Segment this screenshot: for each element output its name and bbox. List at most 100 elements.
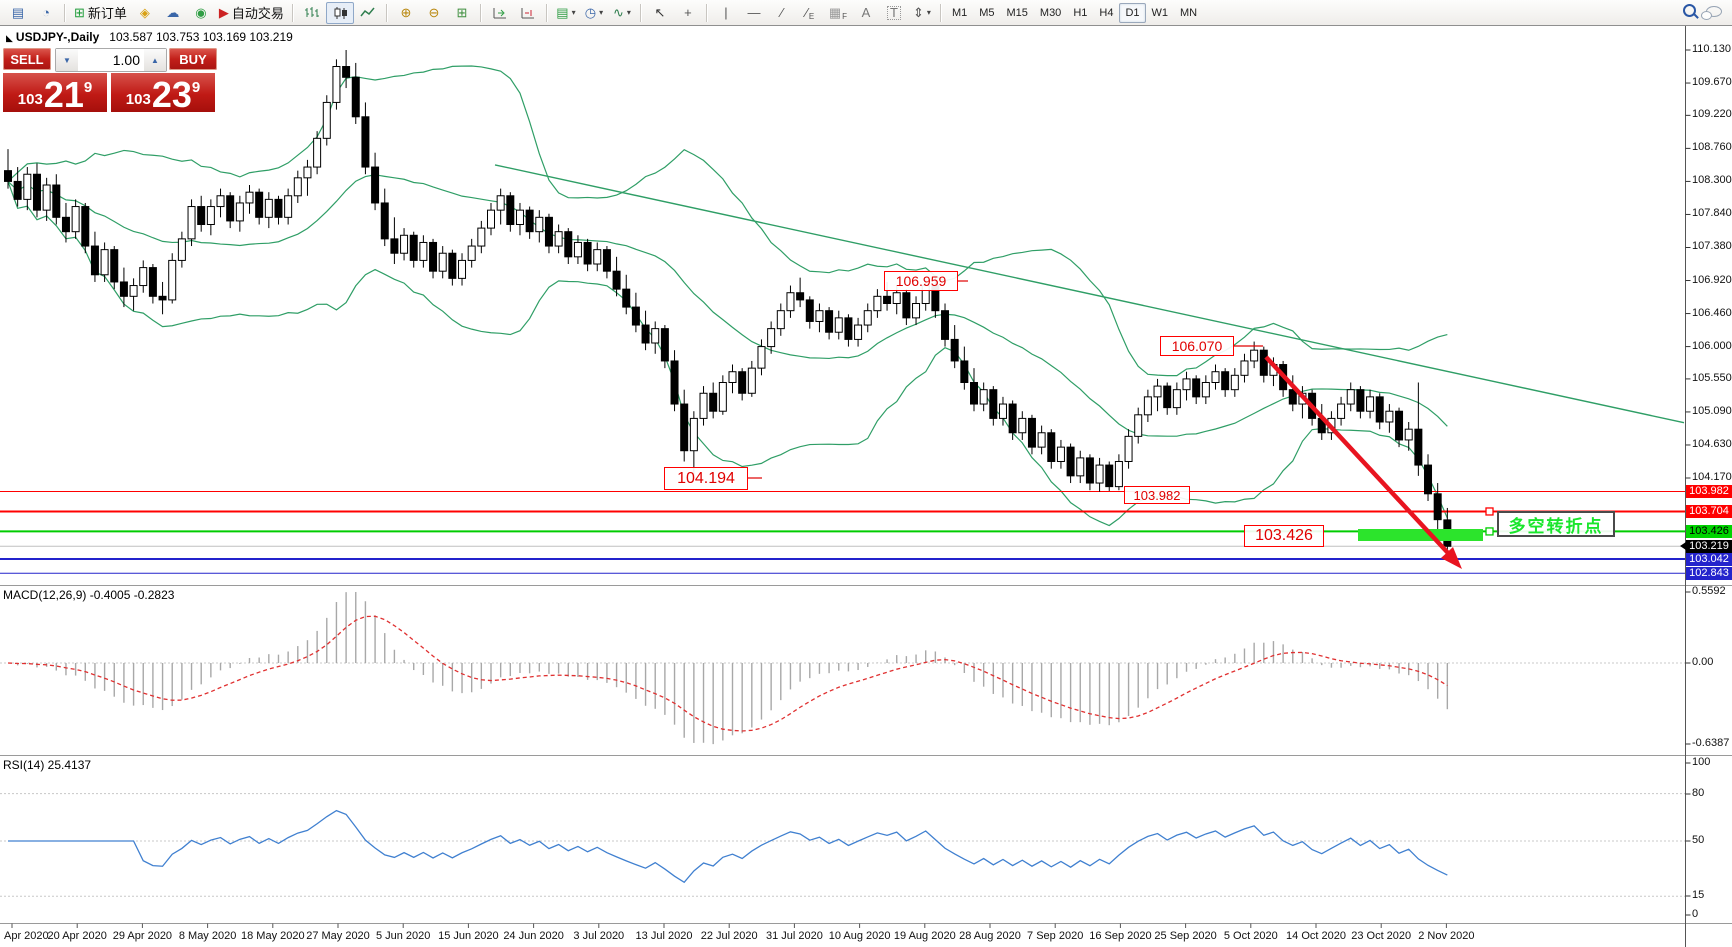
toolbar-separator <box>479 3 482 22</box>
timeframe-h4-button[interactable]: H4 <box>1099 6 1114 19</box>
fibonacci-icon: ∕ <box>805 5 808 20</box>
volume-stepper: ▼ ▲ <box>55 48 167 72</box>
toolbar: ▤ ◔ ⊞ 新订单 ◈ ☁ ◉ ▶ 自动交易 ⊕ ⊖ ⊞ ▤ ▾ ◷ ▾ ∿ ▾ ↖ + | — ∕ ∕ E ▦ F A T ⇕ ▾ M1 M5… <box>0 0 1732 26</box>
arrows-icon: ⇕ <box>912 4 924 20</box>
price-annotation[interactable]: 103.426 <box>1244 525 1324 547</box>
toolbar-separator <box>64 3 66 22</box>
turning-point-note[interactable]: 多空转折点 <box>1497 511 1615 537</box>
new-order-button-label: 新订单 <box>87 6 127 21</box>
price-annotation[interactable]: 106.070 <box>1160 336 1234 356</box>
auto-trading-button[interactable]: ▶ 自动交易 <box>215 2 288 24</box>
chart-title: ◣ USDJPY-,Daily 103.587 103.753 103.169 10… <box>6 30 293 44</box>
ask-big-digits: 23 <box>151 74 192 115</box>
chart-profile-icon: ◔ <box>42 5 50 20</box>
chart-shift-icon[interactable] <box>514 2 542 24</box>
cursor-icon: ↖ <box>654 4 666 20</box>
bid-prefix: 103 <box>17 91 43 108</box>
search-icon[interactable] <box>1683 3 1696 22</box>
toolbar-separator <box>291 3 294 22</box>
cursor-icon[interactable]: ↖ <box>646 2 674 24</box>
horizontal-line-icon: — <box>747 5 761 20</box>
timeframe-w1-button[interactable]: W1 <box>1151 6 1169 19</box>
market-depth-icon[interactable]: ◈ <box>131 2 159 24</box>
symbol-period-label: USDJPY-,Daily <box>15 30 100 44</box>
fibonacci-icon[interactable]: ∕ E <box>805 5 815 21</box>
volume-up-button[interactable]: ▲ <box>144 49 166 71</box>
volume-down-button[interactable]: ▼ <box>56 49 78 71</box>
label-icon: T <box>886 5 901 20</box>
toolbar-separator <box>385 3 388 22</box>
new-order-button[interactable]: ⊞ 新订单 <box>70 2 131 24</box>
new-order-icon: ⊞ <box>74 4 85 20</box>
bars-chart-icon[interactable] <box>298 2 326 24</box>
indicators-icon[interactable]: ∿ ▾ <box>612 4 631 20</box>
zoom-out-icon: ⊖ <box>428 4 440 20</box>
periods-icon: ◷ <box>584 4 597 20</box>
toolbar-separator <box>705 3 708 22</box>
signals-icon[interactable]: ◉ <box>187 2 215 24</box>
vertical-line-icon: | <box>724 5 728 20</box>
buy-button[interactable]: BUY <box>169 48 217 70</box>
label-icon[interactable]: T <box>880 2 908 24</box>
chart-profile-icon[interactable]: ◔ <box>32 2 60 24</box>
mql5-community-icon[interactable]: ☁ <box>159 2 187 24</box>
timeframe-m15-button[interactable]: M15 <box>1006 6 1028 19</box>
signals-icon: ◉ <box>195 4 207 20</box>
macd-label: MACD(12,26,9) -0.4005 -0.2823 <box>3 588 175 602</box>
crosshair-icon[interactable]: + <box>674 2 702 24</box>
candles-chart-icon[interactable] <box>325 1 354 24</box>
auto-trading-icon: ▶ <box>218 4 229 20</box>
text-icon: A <box>861 5 871 20</box>
zoom-in-icon[interactable]: ⊕ <box>392 2 420 24</box>
crosshair-icon: + <box>684 5 692 20</box>
toolbar-separator <box>939 3 942 22</box>
chat-icon[interactable] <box>1701 4 1722 22</box>
timeframe-d1-button[interactable]: D1 <box>1119 2 1146 23</box>
mql5-community-icon: ☁ <box>166 4 180 20</box>
periods-icon[interactable]: ◷ ▾ <box>584 4 604 20</box>
volume-input[interactable] <box>78 49 144 71</box>
trendline-icon: ∕ <box>780 5 784 20</box>
arrows-icon[interactable]: ⇕ ▾ <box>912 4 931 20</box>
bid-pip-digit: 9 <box>83 79 93 96</box>
auto-scroll-icon[interactable] <box>486 2 514 24</box>
tile-windows-icon: ⊞ <box>456 4 468 20</box>
zoom-in-icon: ⊕ <box>400 4 412 20</box>
tile-windows-icon[interactable]: ⊞ <box>448 2 476 24</box>
timeframe-m30-button[interactable]: M30 <box>1039 6 1062 19</box>
auto-trading-button-label: 自动交易 <box>231 6 284 21</box>
price-annotation[interactable]: 103.982 <box>1124 486 1190 504</box>
price-annotation[interactable]: 106.959 <box>884 271 958 291</box>
collapse-icon[interactable]: ◣ <box>6 33 13 43</box>
bid-big-digits: 21 <box>43 74 84 115</box>
new-template-icon: ▤ <box>556 4 569 20</box>
new-template-icon[interactable]: ▤ ▾ <box>556 4 576 20</box>
price-annotation[interactable]: 104.194 <box>664 467 748 490</box>
zoom-out-icon[interactable]: ⊖ <box>420 2 448 24</box>
rsi-label: RSI(14) 25.4137 <box>3 758 92 772</box>
ask-prefix: 103 <box>125 91 151 108</box>
market-depth-icon: ◈ <box>139 4 150 20</box>
ask-price-box[interactable]: 103 23 9 <box>111 73 215 115</box>
vertical-line-icon[interactable]: | <box>712 2 740 24</box>
text-icon[interactable]: A <box>852 2 880 24</box>
ohlc-values: 103.587 103.753 103.169 103.219 <box>109 30 293 44</box>
ask-pip-digit: 9 <box>191 79 201 96</box>
toolbar-separator <box>639 3 642 22</box>
toolbar-separator <box>545 3 548 22</box>
indicators-icon: ∿ <box>612 4 624 20</box>
fibo-grid-icon: ▦ <box>828 4 842 20</box>
timeframe-m1-button[interactable]: M1 <box>951 6 968 19</box>
line-chart-icon[interactable] <box>354 2 382 24</box>
chart-window-icon[interactable]: ▤ <box>4 2 32 24</box>
horizontal-line-icon[interactable]: — <box>740 2 768 24</box>
sell-button[interactable]: SELL <box>3 48 51 70</box>
timeframe-h1-button[interactable]: H1 <box>1073 6 1088 19</box>
trendline-icon[interactable]: ∕ <box>768 2 796 24</box>
bid-price-box[interactable]: 103 21 9 <box>3 73 107 115</box>
timeframe-mn-button[interactable]: MN <box>1180 6 1198 19</box>
timeframe-m5-button[interactable]: M5 <box>979 6 995 19</box>
fibo-grid-icon[interactable]: ▦ F <box>828 4 848 22</box>
